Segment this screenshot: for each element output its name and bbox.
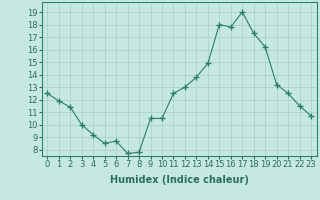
X-axis label: Humidex (Indice chaleur): Humidex (Indice chaleur) [110,175,249,185]
